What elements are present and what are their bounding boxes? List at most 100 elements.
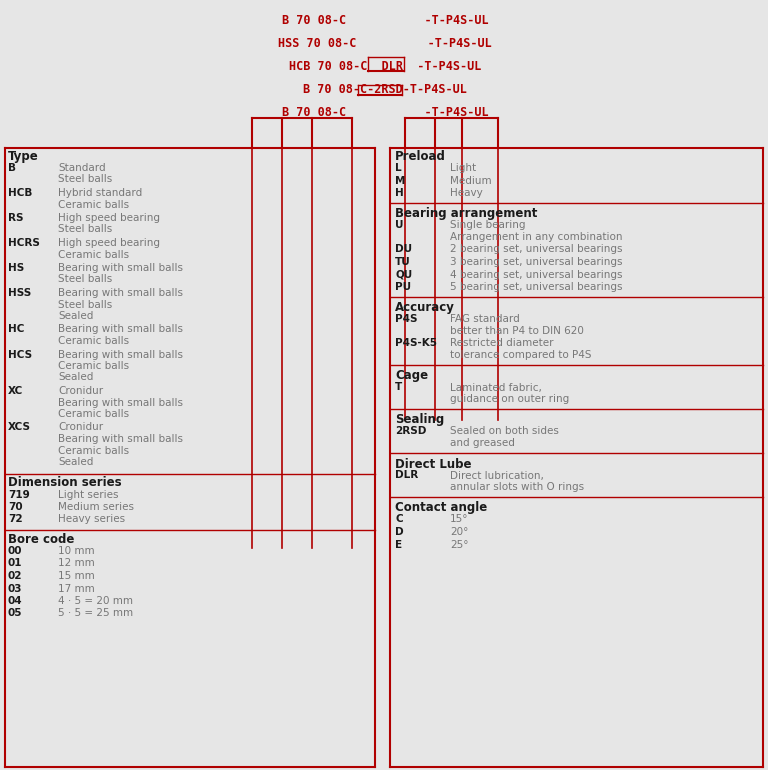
Text: Dimension series: Dimension series (8, 477, 121, 490)
Text: 15 mm: 15 mm (58, 571, 94, 581)
Text: B: B (8, 163, 16, 173)
Text: Medium: Medium (450, 176, 492, 186)
Text: Heavy: Heavy (450, 188, 483, 198)
Text: 2 bearing set, universal bearings: 2 bearing set, universal bearings (450, 245, 623, 255)
Text: 2RSD: 2RSD (395, 427, 426, 437)
Text: PU: PU (395, 282, 411, 292)
Text: Bearing arrangement: Bearing arrangement (395, 207, 538, 220)
Text: High speed bearing: High speed bearing (58, 213, 160, 223)
Text: 12 mm: 12 mm (58, 558, 94, 568)
Text: RS: RS (8, 213, 24, 223)
Text: Bearing with small balls: Bearing with small balls (58, 434, 183, 444)
Text: HS: HS (8, 263, 25, 273)
Text: Steel balls: Steel balls (58, 300, 112, 310)
Text: P4S: P4S (395, 314, 418, 324)
Text: QU: QU (395, 270, 412, 280)
Text: T: T (395, 383, 402, 393)
Text: Medium series: Medium series (58, 502, 134, 512)
Text: Bearing with small balls: Bearing with small balls (58, 288, 183, 298)
Text: Bearing with small balls: Bearing with small balls (58, 324, 183, 334)
Text: Cronidur: Cronidur (58, 386, 103, 396)
Text: 3 bearing set, universal bearings: 3 bearing set, universal bearings (450, 257, 623, 267)
Text: L: L (395, 163, 402, 173)
Text: FAG standard: FAG standard (450, 314, 520, 324)
Text: 04: 04 (8, 596, 22, 606)
Text: 10 mm: 10 mm (58, 546, 94, 556)
Text: Sealed: Sealed (58, 457, 94, 467)
Text: HCS: HCS (8, 350, 32, 360)
Text: Preload: Preload (395, 150, 446, 163)
Text: HSS 70 08-C          -T-P4S-UL: HSS 70 08-C -T-P4S-UL (278, 37, 492, 50)
Text: H: H (395, 188, 404, 198)
Text: guidance on outer ring: guidance on outer ring (450, 394, 569, 404)
Text: Standard: Standard (58, 163, 106, 173)
Text: Sealing: Sealing (395, 413, 444, 427)
Text: 01: 01 (8, 558, 22, 568)
Text: B 70 08-C           -T-P4S-UL: B 70 08-C -T-P4S-UL (282, 14, 488, 27)
Text: 70: 70 (8, 502, 22, 512)
Text: Type: Type (8, 150, 38, 163)
Text: Heavy series: Heavy series (58, 514, 125, 524)
Text: Laminated fabric,: Laminated fabric, (450, 383, 542, 393)
Text: Ceramic balls: Ceramic balls (58, 249, 129, 259)
Text: Direct lubrication,: Direct lubrication, (450, 470, 544, 480)
Text: 72: 72 (8, 514, 22, 524)
Text: Cage: Cage (395, 370, 428, 383)
Text: Bearing with small balls: Bearing with small balls (58, 350, 183, 360)
Text: HCB 70 08-C  DLR  -T-P4S-UL: HCB 70 08-C DLR -T-P4S-UL (289, 60, 482, 73)
Text: 5 · 5 = 25 mm: 5 · 5 = 25 mm (58, 608, 133, 618)
Text: 15°: 15° (450, 514, 468, 524)
Text: B 70 08-C           -T-P4S-UL: B 70 08-C -T-P4S-UL (282, 106, 488, 119)
Text: B 70 08-C-2RSD-T-P4S-UL: B 70 08-C-2RSD-T-P4S-UL (303, 83, 467, 96)
Text: HC: HC (8, 324, 25, 334)
Text: 5 bearing set, universal bearings: 5 bearing set, universal bearings (450, 282, 623, 292)
Text: XCS: XCS (8, 423, 31, 433)
Text: Ceramic balls: Ceramic balls (58, 446, 129, 456)
Text: Ceramic balls: Ceramic balls (58, 409, 129, 419)
Text: Sealed on both sides: Sealed on both sides (450, 427, 559, 437)
Text: U: U (395, 220, 403, 230)
Text: 05: 05 (8, 608, 22, 618)
Text: Sealed: Sealed (58, 311, 94, 321)
Text: 00: 00 (8, 546, 22, 556)
Text: 4 bearing set, universal bearings: 4 bearing set, universal bearings (450, 270, 623, 280)
Text: M: M (395, 176, 406, 186)
Text: HCRS: HCRS (8, 238, 40, 248)
Text: Hybrid standard: Hybrid standard (58, 188, 142, 198)
Text: HCB: HCB (8, 188, 32, 198)
Text: annular slots with O rings: annular slots with O rings (450, 482, 584, 492)
Text: Arrangement in any combination: Arrangement in any combination (450, 232, 623, 242)
Text: Restricted diameter: Restricted diameter (450, 339, 554, 349)
Text: Contact angle: Contact angle (395, 501, 487, 514)
Text: 17 mm: 17 mm (58, 584, 94, 594)
Text: XC: XC (8, 386, 23, 396)
Text: Sealed: Sealed (58, 373, 94, 383)
Text: 719: 719 (8, 490, 30, 500)
Text: Single bearing: Single bearing (450, 220, 525, 230)
Text: E: E (395, 540, 402, 550)
Text: Direct Lube: Direct Lube (395, 457, 472, 470)
Text: Light: Light (450, 163, 476, 173)
Text: D: D (395, 527, 404, 537)
Text: High speed bearing: High speed bearing (58, 238, 160, 248)
Text: Ceramic balls: Ceramic balls (58, 361, 129, 371)
Text: and greased: and greased (450, 438, 515, 448)
Text: Cronidur: Cronidur (58, 423, 103, 433)
Text: C: C (395, 514, 402, 524)
Text: Accuracy: Accuracy (395, 302, 455, 314)
Text: DLR: DLR (395, 470, 419, 480)
Text: 4 · 5 = 20 mm: 4 · 5 = 20 mm (58, 596, 133, 606)
Text: Light series: Light series (58, 490, 118, 500)
Text: P4S-K5: P4S-K5 (395, 339, 437, 349)
Text: tolerance compared to P4S: tolerance compared to P4S (450, 350, 591, 360)
Text: 02: 02 (8, 571, 22, 581)
Text: 25°: 25° (450, 540, 468, 550)
Text: Bearing with small balls: Bearing with small balls (58, 397, 183, 407)
Text: Bore code: Bore code (8, 533, 74, 546)
Text: Bearing with small balls: Bearing with small balls (58, 263, 183, 273)
Text: Steel balls: Steel balls (58, 225, 112, 235)
Text: Steel balls: Steel balls (58, 274, 112, 284)
Text: 03: 03 (8, 584, 22, 594)
Text: Steel balls: Steel balls (58, 175, 112, 185)
Text: 20°: 20° (450, 527, 468, 537)
